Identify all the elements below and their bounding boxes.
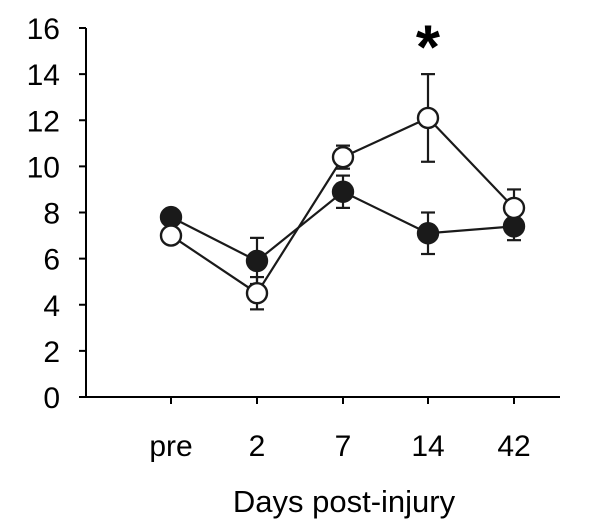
y-tick-label: 6 xyxy=(43,244,60,277)
series-layer xyxy=(159,73,526,311)
x-axis-title: Days post-injury xyxy=(233,484,456,519)
x-tick-label: pre xyxy=(149,430,192,463)
y-tick-label: 8 xyxy=(43,198,60,231)
y-tick-label: 14 xyxy=(27,59,60,92)
data-point xyxy=(159,205,183,229)
data-point xyxy=(331,145,355,169)
y-tick-label: 16 xyxy=(27,13,60,46)
y-tick-label: 2 xyxy=(43,336,60,369)
significance-asterisk: * xyxy=(416,14,441,83)
y-tick-label: 4 xyxy=(43,290,60,323)
data-point xyxy=(245,249,269,273)
x-tick-label: 2 xyxy=(249,430,266,463)
data-point xyxy=(245,282,269,305)
x-tick-label: 14 xyxy=(411,430,444,463)
y-axis-ticks: 0 2 4 6 8 10 12 14 16 xyxy=(27,13,86,415)
y-tick-label: 0 xyxy=(43,382,60,415)
series-2 xyxy=(159,73,526,311)
y-tick-label: 12 xyxy=(27,105,60,138)
data-point xyxy=(416,106,440,130)
data-point xyxy=(331,180,355,203)
annotation-layer: * xyxy=(416,14,441,83)
y-tick-label: 10 xyxy=(27,151,60,184)
x-axis-ticks: pre 2 7 14 42 xyxy=(149,397,531,463)
series-1 xyxy=(159,174,526,286)
data-point xyxy=(159,224,183,247)
data-point xyxy=(416,222,440,245)
x-tick-label: 7 xyxy=(335,430,352,463)
x-tick-label: 42 xyxy=(497,430,530,463)
data-point xyxy=(502,196,526,220)
